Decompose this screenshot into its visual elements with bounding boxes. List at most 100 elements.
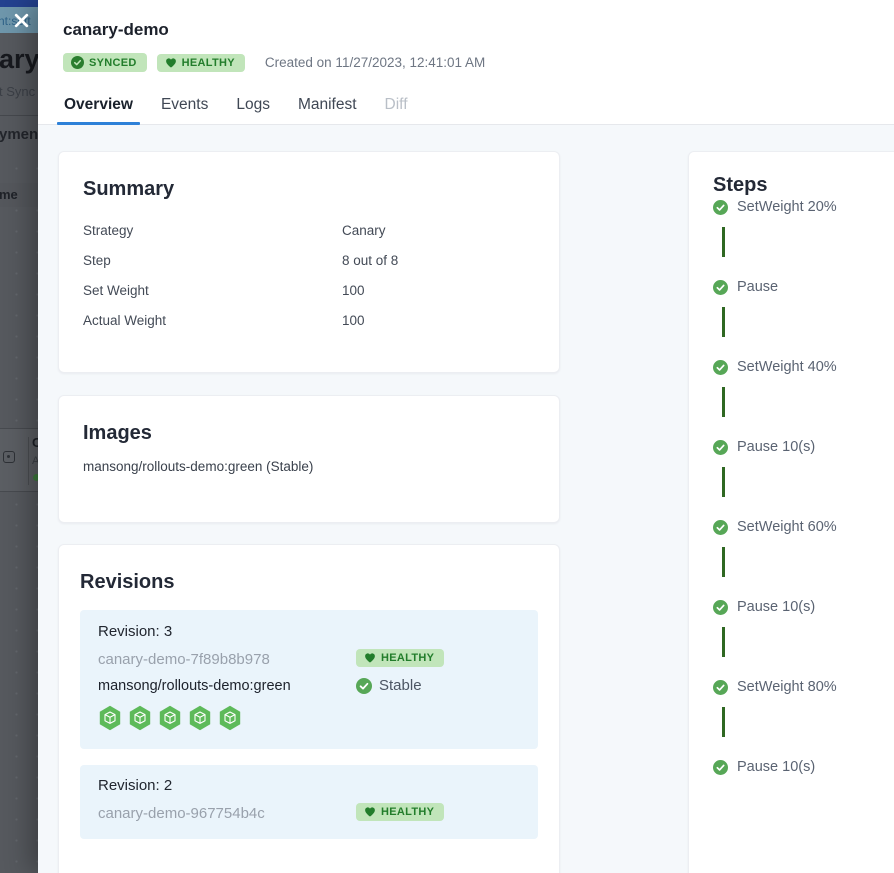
background-dot-grid [0, 150, 38, 873]
pod-icon[interactable] [218, 705, 242, 731]
stable-label: Stable [379, 677, 422, 694]
close-icon [13, 12, 30, 29]
created-timestamp: Created on 11/27/2023, 12:41:01 AM [264, 55, 486, 70]
summary-title: Summary [83, 178, 175, 200]
revision-3-block: Revision: 3 canary-demo-7f89b8b978 HEALT… [80, 610, 538, 749]
close-button[interactable] [8, 7, 34, 33]
summary-row-actual-weight: Actual Weight 100 [83, 305, 535, 335]
pod-icon[interactable] [188, 705, 212, 731]
step-connector [722, 707, 725, 737]
step-label: Pause 10(s) [737, 759, 816, 775]
background-card-subtitle-fragment: Ap [32, 455, 38, 467]
summary-label: Actual Weight [83, 312, 167, 328]
step-connector [722, 547, 725, 577]
revision-image-row: mansong/rollouts-demo:green Stable [98, 677, 520, 694]
replicaset-name: canary-demo-7f89b8b978 [98, 650, 270, 668]
step-label: Pause [737, 279, 779, 295]
tab-manifest[interactable]: Manifest [297, 96, 357, 113]
step-check-icon [713, 439, 728, 455]
summary-value: Canary [342, 222, 386, 238]
step-check-icon [713, 199, 728, 215]
step-connector [722, 627, 725, 657]
status-row: SYNCED HEALTHY Created on 11/27/2023, 12… [63, 53, 870, 72]
step-connector [722, 307, 725, 337]
step-check-icon [713, 759, 728, 775]
rollout-detail-panel: canary-demo SYNCED HEALTHY Created on 11… [38, 0, 894, 873]
pods-row [98, 705, 520, 731]
summary-card: Summary Strategy Canary Step 8 out of 8 … [58, 151, 560, 373]
background-health-dot [33, 474, 38, 481]
background-heading-fragment: ary- [0, 44, 38, 74]
summary-row-step: Step 8 out of 8 [83, 245, 535, 275]
background-card-title-fragment: Ca [32, 435, 38, 450]
background-app-card: Ca Ap [0, 428, 38, 492]
background-page: nt:soft ary- t Sync yment me Ca Ap [0, 0, 38, 873]
revision-image-name: mansong/rollouts-demo:green [98, 677, 291, 694]
check-circle-icon [71, 56, 84, 69]
background-section-fragment: yment [0, 126, 38, 143]
image-item: mansong/rollouts-demo:green (Stable) [83, 459, 314, 474]
panel-header: canary-demo SYNCED HEALTHY Created on 11… [38, 0, 894, 72]
heart-icon [364, 806, 376, 818]
stable-indicator: Stable [356, 677, 520, 694]
heart-icon [364, 652, 376, 664]
synced-status-badge: SYNCED [63, 53, 147, 72]
background-topbar [0, 0, 38, 7]
step-label: SetWeight 80% [737, 679, 837, 695]
overview-content: Summary Strategy Canary Step 8 out of 8 … [38, 125, 894, 873]
healthy-status-badge: HEALTHY [156, 53, 245, 72]
step-check-icon [713, 279, 728, 295]
revision-replicaset-row: canary-demo-967754b4c HEALTHY [98, 803, 520, 823]
revision-name: Revision: 2 [98, 777, 173, 794]
step-item: Pause 10(s) [713, 437, 894, 457]
tab-overview[interactable]: Overview [57, 90, 140, 125]
summary-label: Strategy [83, 222, 134, 238]
step-check-icon [713, 359, 728, 375]
step-item: Pause 10(s) [713, 757, 894, 777]
step-item: Pause [713, 277, 894, 297]
heart-icon [165, 57, 177, 69]
summary-value: 8 out of 8 [342, 252, 399, 268]
background-banner: nt:soft [0, 7, 38, 33]
revision-2-block: Revision: 2 canary-demo-967754b4c HEALTH… [80, 765, 538, 839]
synced-label: SYNCED [89, 56, 137, 69]
step-check-icon [713, 519, 728, 535]
tab-logs[interactable]: Logs [236, 96, 270, 113]
summary-label: Step [83, 252, 111, 268]
summary-rows: Strategy Canary Step 8 out of 8 Set Weig… [83, 215, 535, 335]
summary-value: 100 [342, 312, 365, 328]
revision-status-label: HEALTHY [381, 652, 435, 664]
revision-name: Revision: 3 [98, 623, 173, 640]
step-label: SetWeight 60% [737, 519, 837, 535]
pod-icon[interactable] [98, 705, 122, 731]
pod-icon[interactable] [158, 705, 182, 731]
background-card-divider [28, 437, 29, 485]
revision-healthy-badge: HEALTHY [356, 649, 445, 667]
step-item: SetWeight 60% [713, 517, 894, 537]
tab-diff[interactable]: Diff [384, 96, 408, 113]
tab-events[interactable]: Events [160, 96, 209, 113]
step-item: Pause 10(s) [713, 597, 894, 617]
revisions-title: Revisions [80, 571, 175, 593]
revision-healthy-badge: HEALTHY [356, 803, 445, 821]
step-check-icon [713, 679, 728, 695]
revisions-card: Revisions Revision: 3 canary-demo-7f89b8… [58, 544, 560, 873]
step-connector [722, 227, 725, 257]
step-connector [722, 387, 725, 417]
summary-row-strategy: Strategy Canary [83, 215, 535, 245]
background-divider [0, 115, 38, 116]
background-sync-fragment: t Sync [0, 84, 36, 99]
step-label: SetWeight 20% [737, 199, 837, 215]
step-label: Pause 10(s) [737, 599, 816, 615]
images-title: Images [83, 422, 152, 444]
pod-icon[interactable] [128, 705, 152, 731]
check-circle-icon [356, 677, 372, 694]
step-label: Pause 10(s) [737, 439, 816, 455]
healthy-label: HEALTHY [181, 56, 235, 69]
rollout-title: canary-demo [63, 20, 169, 39]
background-app-icon [3, 451, 15, 463]
step-item: SetWeight 80% [713, 677, 894, 697]
images-card: Images mansong/rollouts-demo:green (Stab… [58, 395, 560, 523]
step-check-icon [713, 599, 728, 615]
